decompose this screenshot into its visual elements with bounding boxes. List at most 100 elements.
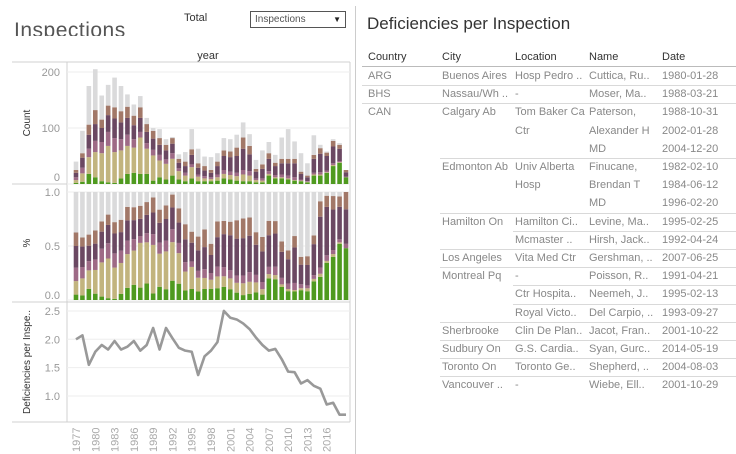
percent-bar-segment	[279, 284, 285, 287]
count-bar-segment	[144, 148, 150, 174]
count-bar-segment	[337, 161, 342, 163]
percent-bar-segment	[73, 281, 79, 295]
count-bar-segment	[208, 172, 214, 178]
count-bar-segment	[80, 167, 85, 174]
percent-bar-segment	[105, 298, 111, 300]
name-cell: Moser, Ma..	[589, 88, 647, 101]
name-cell: Neemeh, J..	[589, 288, 649, 301]
count-bar-segment	[215, 177, 220, 181]
percent-bar-segment	[131, 207, 137, 221]
percent-bar-segment	[157, 209, 162, 223]
count-bar-segment	[182, 175, 188, 182]
percent-bar-segment	[137, 205, 143, 219]
count-bar-segment	[105, 145, 111, 183]
percent-bar-segment	[105, 214, 111, 225]
year-tick-label: 1983	[110, 428, 122, 452]
percent-bar-segment	[279, 277, 285, 285]
measure-dropdown[interactable]: Inspections ▼	[250, 11, 346, 28]
percent-bar-segment	[125, 220, 130, 241]
count-bar-segment	[80, 181, 85, 184]
percent-bar-segment	[266, 235, 272, 267]
percent-bar-segment	[182, 271, 188, 291]
percent-bar-segment	[234, 220, 240, 239]
count-bar-segment	[131, 172, 137, 184]
percent-bar-segment	[260, 294, 265, 300]
count-bar-segment	[73, 172, 79, 178]
percent-bar-segment	[157, 286, 162, 300]
count-bar-segment	[112, 152, 117, 183]
percent-bar-segment	[208, 273, 214, 280]
count-bar-segment	[311, 174, 317, 176]
city-cell: Montreal Pq	[442, 270, 502, 283]
count-bar-segment	[105, 105, 111, 116]
count-bar-segment	[99, 128, 105, 142]
city-cell: Sherbrooke	[442, 324, 499, 337]
percent-bar-segment	[317, 273, 323, 277]
count-bar-segment	[279, 178, 285, 184]
percent-bar-segment	[343, 209, 349, 244]
count-bar-segment	[285, 163, 291, 176]
percent-bar-segment	[163, 219, 169, 241]
count-bar-segment	[317, 148, 323, 154]
date-cell: 2001-10-22	[662, 324, 719, 337]
percent-bar-segment	[92, 230, 98, 244]
year-tick-label: 2004	[245, 428, 257, 452]
city-cell: Hamilton On	[442, 215, 504, 228]
count-bar-segment	[157, 129, 162, 139]
count-bar-segment	[337, 148, 342, 162]
percent-tick-label: 0.5	[45, 241, 60, 253]
count-bar-segment	[234, 134, 240, 148]
count-bar-segment	[144, 117, 150, 125]
count-bar-segment	[86, 134, 92, 149]
date-cell: 2007-06-25	[662, 252, 719, 264]
count-bar-segment	[240, 181, 246, 184]
count-bar-segment	[157, 177, 162, 184]
city-divider	[440, 321, 736, 323]
count-tick-label: 100	[42, 123, 60, 135]
count-bar-segment	[330, 164, 336, 167]
year-tick-label: 1995	[187, 428, 199, 452]
name-cell: Jacot, Fran..	[589, 324, 651, 337]
percent-bar-segment	[176, 192, 182, 209]
count-bar-segment	[144, 124, 150, 132]
count-bar-segment	[260, 182, 265, 184]
count-bar-segment	[215, 180, 220, 184]
location-cell: Univ Alberta Hosp	[515, 161, 575, 192]
count-bar-segment	[189, 149, 195, 155]
percent-bar-segment	[240, 283, 246, 296]
percent-bar-segment	[176, 208, 182, 223]
count-bar-segment	[92, 110, 98, 125]
count-bar-segment	[170, 143, 175, 154]
count-bar-segment	[170, 153, 175, 159]
percent-bar-segment	[80, 295, 85, 300]
percent-bar-segment	[86, 234, 92, 246]
count-bar-segment	[330, 166, 336, 184]
count-bar-segment	[253, 182, 259, 184]
count-bar-segment	[163, 179, 169, 184]
percent-bar-segment	[343, 243, 349, 249]
percent-bar-segment	[73, 294, 79, 300]
percent-bar-segment	[189, 242, 195, 262]
count-bar-segment	[150, 128, 156, 131]
percent-bar-segment	[247, 293, 252, 300]
count-bar-segment	[99, 142, 105, 154]
percent-bar-segment	[157, 242, 162, 254]
panel-divider	[355, 6, 356, 454]
percent-bar-segment	[221, 234, 227, 268]
name-cell: Syan, Gurc..	[589, 343, 651, 355]
year-tick-label: 2016	[322, 428, 334, 452]
percent-bar-segment	[73, 246, 79, 268]
count-bar-segment	[105, 84, 111, 106]
location-cell: Tom Baker Ca Ctr	[515, 106, 585, 137]
count-bar-segment	[189, 129, 195, 150]
count-bar-segment	[118, 122, 124, 140]
city-divider	[440, 376, 736, 378]
count-bar-segment	[337, 144, 342, 149]
count-bar-segment	[240, 122, 246, 138]
date-cell: 2004-08-03	[662, 361, 719, 374]
percent-bar-segment	[80, 267, 85, 279]
percent-bar-segment	[170, 280, 175, 300]
location-cell: Clin De Plan..	[515, 324, 583, 337]
percent-bar-segment	[176, 283, 182, 300]
year-tick-label: 1977	[71, 428, 83, 452]
